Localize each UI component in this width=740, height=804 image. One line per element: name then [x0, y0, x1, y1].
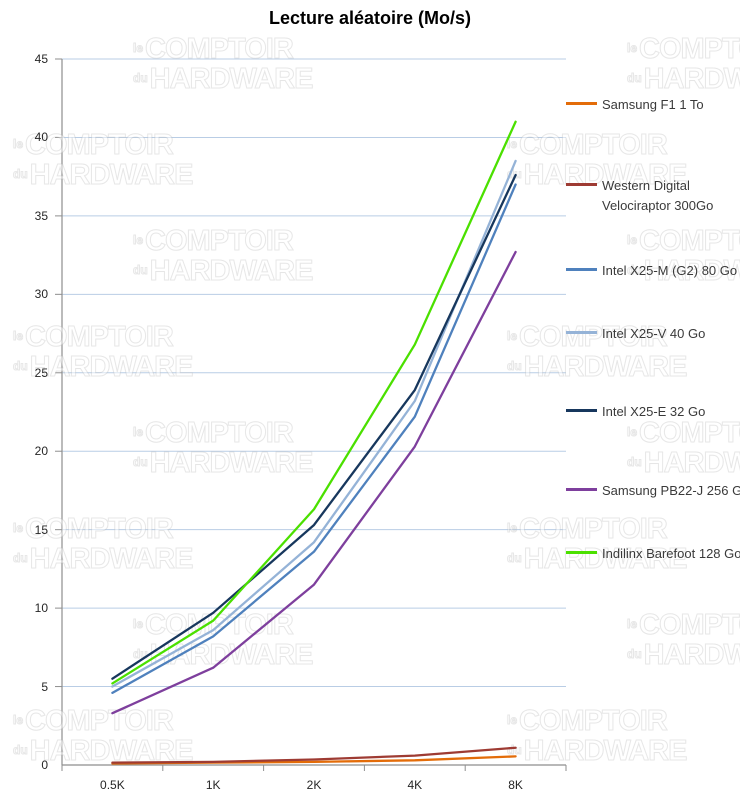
series-line-intel-x25-v-40-go [111, 159, 517, 688]
legend-line-swatch [566, 409, 597, 412]
legend-line-swatch [566, 183, 597, 186]
legend-label: Intel X25-M (G2) 80 Go [602, 263, 738, 278]
chart-title: Lecture aléatoire (Mo/s) [268, 8, 472, 28]
legend-item-intel-x25-v-40-go: Intel X25-V 40 Go [566, 324, 705, 344]
series-line-samsung-pb22-j-256-go [111, 250, 517, 715]
legend-label: Samsung F1 1 To [602, 97, 704, 112]
series-line-intel-x25-e-32-go [111, 173, 517, 680]
legend-item-intel-x25-m-g2-80-go: Intel X25-M (G2) 80 Go [566, 261, 737, 281]
legend-label: Intel X25-E 32 Go [602, 404, 706, 419]
legend-item-indilinx-barefoot-128-go: Indilinx Barefoot 128 Go [566, 544, 740, 564]
legend-label: Samsung PB22-J 256 Go [602, 483, 740, 498]
legend-label: Intel X25-V 40 Go [602, 326, 706, 341]
legend-label: Indilinx Barefoot 128 Go [602, 546, 740, 561]
legend-item-western-digital-velociraptor-300go: Western Digital Velociraptor 300Go [566, 176, 713, 216]
legend-label: Western Digital Velociraptor 300Go [602, 178, 714, 213]
legend-item-samsung-pb22-j-256-go: Samsung PB22-J 256 Go [566, 481, 740, 501]
legend-item-intel-x25-e-32-go: Intel X25-E 32 Go [566, 402, 705, 422]
series-line-intel-x25-m-g2-80-go [111, 183, 517, 694]
legend-item-samsung-f1-1-to: Samsung F1 1 To [566, 95, 704, 115]
legend-line-swatch [566, 551, 597, 554]
legend-line-swatch [566, 488, 597, 491]
series-line-western-digital-velociraptor-300go [111, 746, 517, 764]
legend-line-swatch [566, 102, 597, 105]
legend-line-swatch [566, 331, 597, 334]
legend-line-swatch [566, 268, 597, 271]
series-line-indilinx-barefoot-128-go [111, 120, 517, 685]
legend: Samsung F1 1 To Western Digital Velocirapt… [566, 0, 740, 804]
